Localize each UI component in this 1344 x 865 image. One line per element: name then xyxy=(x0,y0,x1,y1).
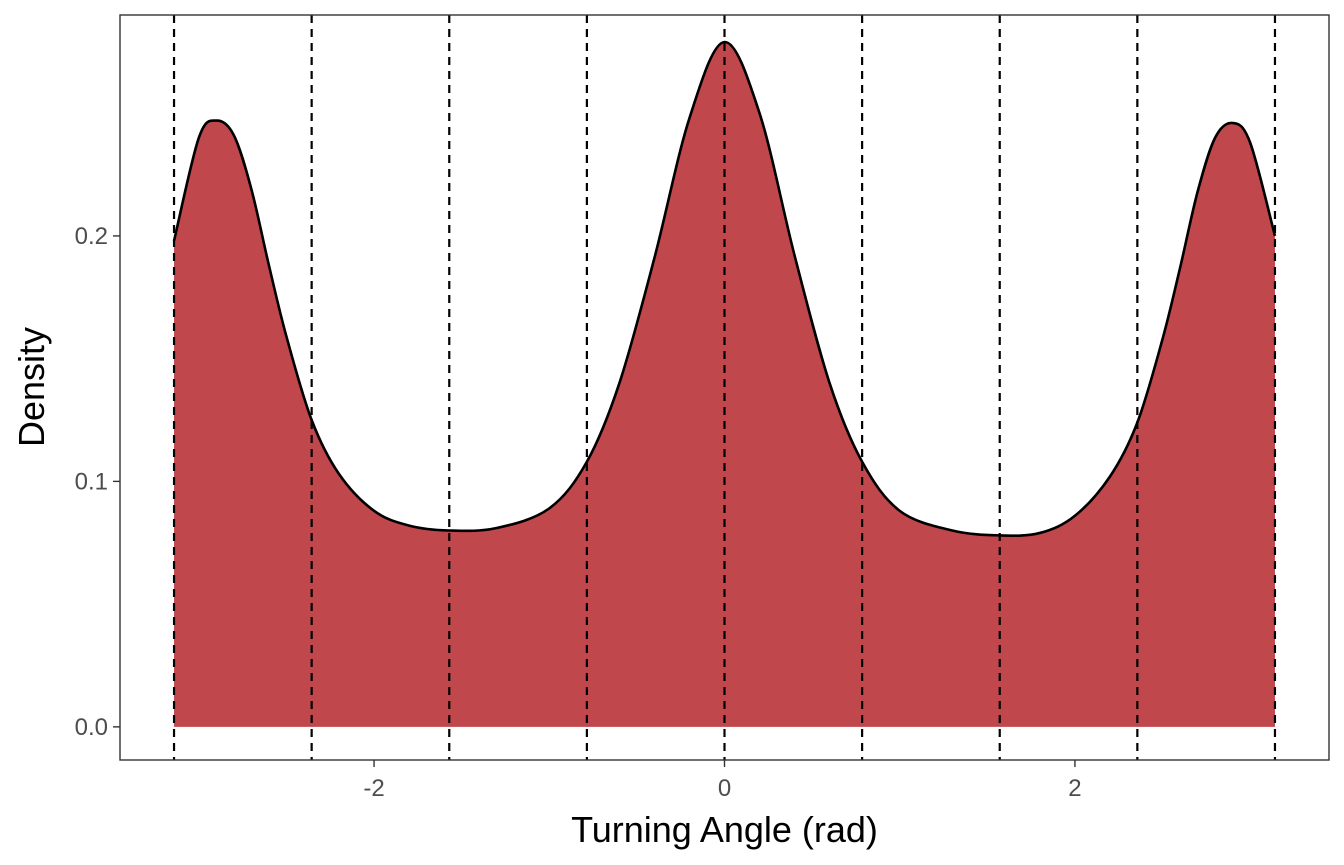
y-axis-title: Density xyxy=(11,327,52,447)
plot-layer xyxy=(172,15,1277,760)
density-curve xyxy=(172,40,1277,537)
axis-layer: -2 0 2 0.0 0.1 0.2 xyxy=(75,223,1082,802)
y-tick-label: 0.1 xyxy=(75,468,108,495)
x-tick-label: 2 xyxy=(1068,775,1081,802)
y-tick-label: 0.2 xyxy=(75,223,108,250)
y-tick-label: 0.0 xyxy=(75,714,108,741)
x-tick-label: -2 xyxy=(363,775,384,802)
x-tick-label: 0 xyxy=(718,775,731,802)
x-axis-title: Turning Angle (rad) xyxy=(571,809,878,850)
